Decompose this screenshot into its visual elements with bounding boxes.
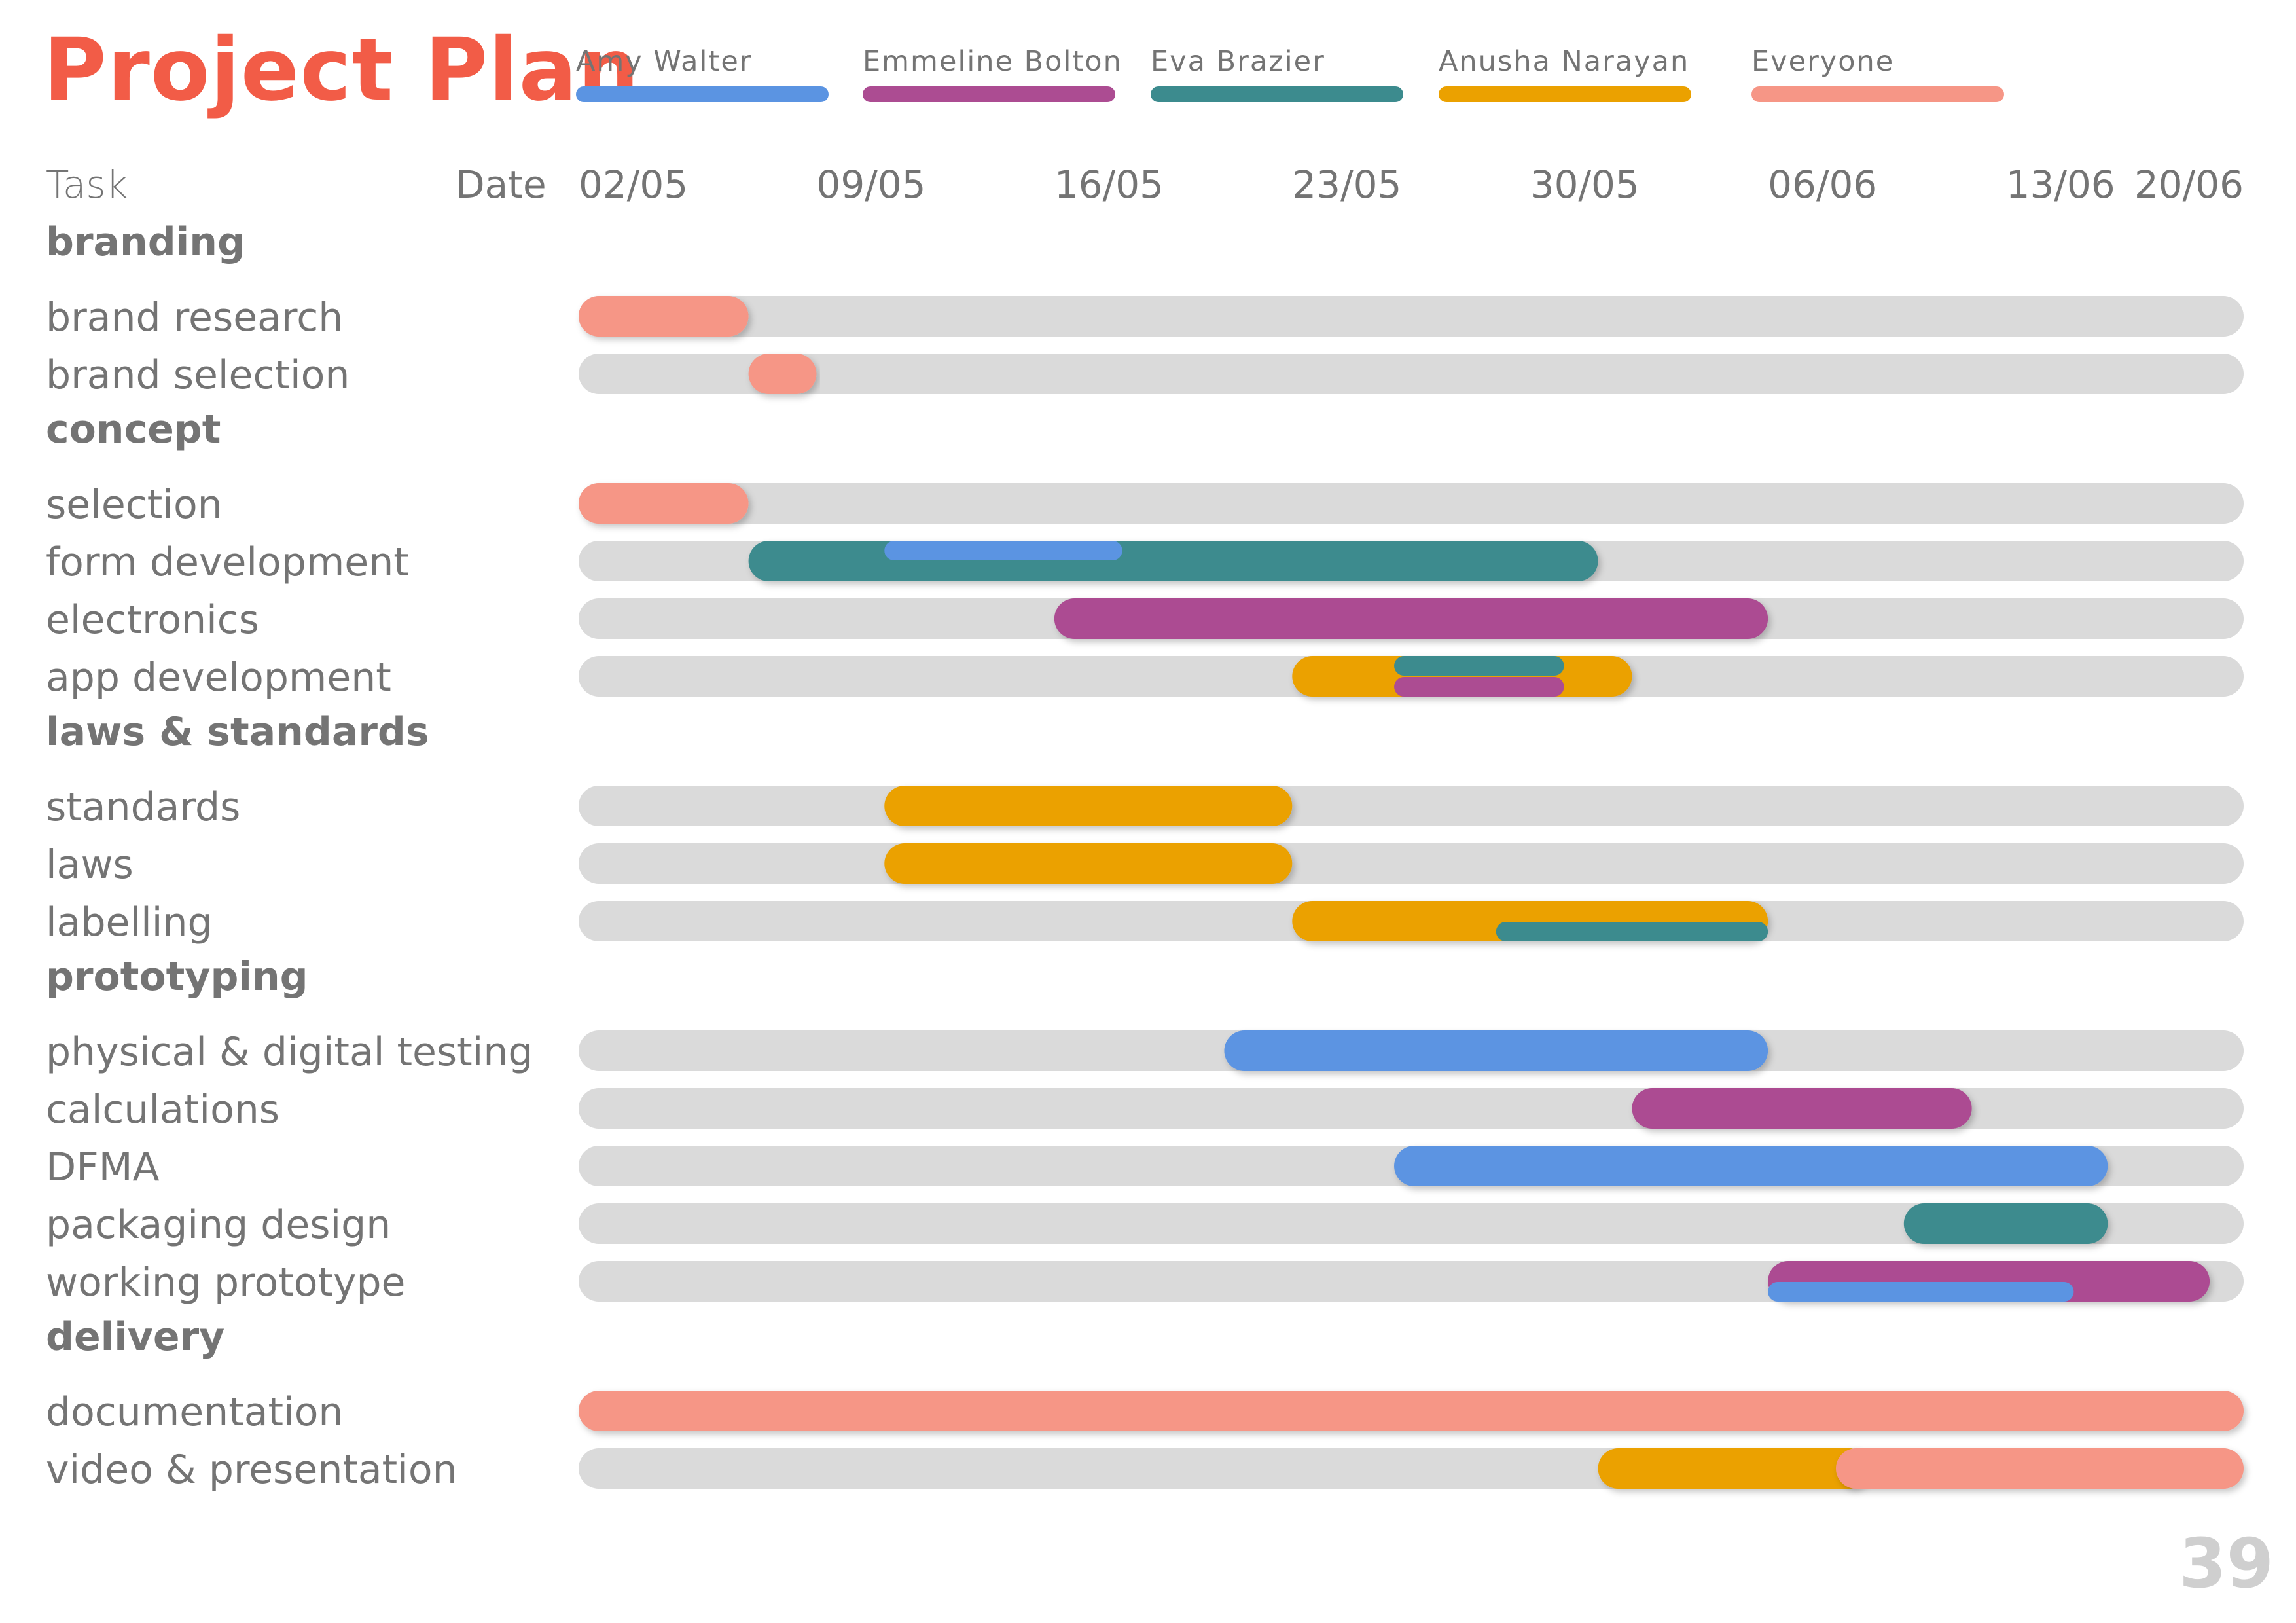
legend-label-eva: Eva Brazier <box>1151 45 1325 78</box>
task-label: form development <box>46 539 409 585</box>
legend-label-anusha: Anusha Narayan <box>1439 45 1689 78</box>
task-label: standards <box>46 784 240 830</box>
task-label: laws <box>46 842 134 888</box>
bar-anusha <box>1598 1448 1870 1489</box>
legend-swatch-eva <box>1151 86 1403 102</box>
bar-anusha <box>884 843 1293 884</box>
task-track <box>579 843 2244 884</box>
bar-everyone <box>748 354 817 394</box>
task-label: video & presentation <box>46 1447 457 1493</box>
task-track <box>579 1203 2244 1244</box>
bar-everyone <box>579 483 749 524</box>
legend-swatch-amy <box>576 86 829 102</box>
task-track <box>579 786 2244 826</box>
group-heading: laws & standards <box>46 709 429 755</box>
task-label: app development <box>46 655 391 701</box>
task-track <box>579 354 2244 394</box>
task-rows: branding brand research brand selection con… <box>46 219 2244 1493</box>
legend-swatch-emmeline <box>863 86 1115 102</box>
date-axis: 02/05 09/05 16/05 23/05 30/05 06/06 13/06 20/06 <box>579 162 2244 207</box>
page-title: Project Plan <box>43 20 640 120</box>
task-label: packaging design <box>46 1202 391 1248</box>
bar-emmeline <box>1054 598 1768 639</box>
legend-label-everyone: Everyone <box>1751 45 1894 78</box>
task-track <box>579 1088 2244 1129</box>
date-tick-label: 13/06 <box>2006 162 2115 207</box>
task-label: brand selection <box>46 352 350 398</box>
page-number: 39 <box>2179 1523 2274 1603</box>
bar-eva <box>1394 656 1564 676</box>
date-tick-label: 30/05 <box>1530 162 1640 207</box>
date-tick-label: 16/05 <box>1054 162 1164 207</box>
bar-eva <box>1496 922 1768 941</box>
bar-anusha <box>884 786 1293 826</box>
bar-eva <box>748 541 1598 581</box>
group-heading: branding <box>46 219 245 265</box>
date-tick-label: 02/05 <box>579 162 688 207</box>
task-label: labelling <box>46 900 213 945</box>
date-column-header: Date <box>456 162 547 207</box>
group-heading: concept <box>46 407 221 452</box>
legend: Amy Walter Emmeline Bolton Eva Brazier Anus… <box>576 45 2004 102</box>
bar-amy <box>884 541 1122 560</box>
bar-everyone <box>579 1391 2244 1431</box>
bar-emmeline <box>1394 677 1564 697</box>
legend-swatch-anusha <box>1439 86 1691 102</box>
task-track <box>579 483 2244 524</box>
legend-label-emmeline: Emmeline Bolton <box>863 45 1122 78</box>
group-heading: delivery <box>46 1314 224 1360</box>
task-label: DFMA <box>46 1144 160 1190</box>
group-heading: prototyping <box>46 954 308 1000</box>
bar-amy <box>1768 1282 2074 1302</box>
task-label: selection <box>46 482 223 528</box>
bar-everyone <box>1835 1448 2244 1489</box>
task-column-header: Task <box>46 162 128 207</box>
date-tick-label: 06/06 <box>1768 162 1877 207</box>
task-label: electronics <box>46 597 259 643</box>
bar-emmeline <box>1632 1088 1972 1129</box>
task-track <box>579 296 2244 337</box>
bar-amy <box>1224 1030 1768 1071</box>
column-headers: Task Date <box>46 162 547 207</box>
task-label: working prototype <box>46 1260 405 1305</box>
date-tick-label: 20/06 <box>2134 162 2244 207</box>
bar-eva <box>1903 1203 2108 1244</box>
bar-amy <box>1394 1146 2108 1186</box>
task-label: calculations <box>46 1087 279 1133</box>
date-tick-label: 23/05 <box>1292 162 1401 207</box>
task-label: physical & digital testing <box>46 1029 533 1075</box>
date-tick-label: 09/05 <box>816 162 925 207</box>
task-label: brand research <box>46 295 343 340</box>
task-label: documentation <box>46 1389 343 1435</box>
legend-label-amy: Amy Walter <box>576 45 752 78</box>
bar-everyone <box>579 296 749 337</box>
legend-swatch-everyone <box>1751 86 2004 102</box>
